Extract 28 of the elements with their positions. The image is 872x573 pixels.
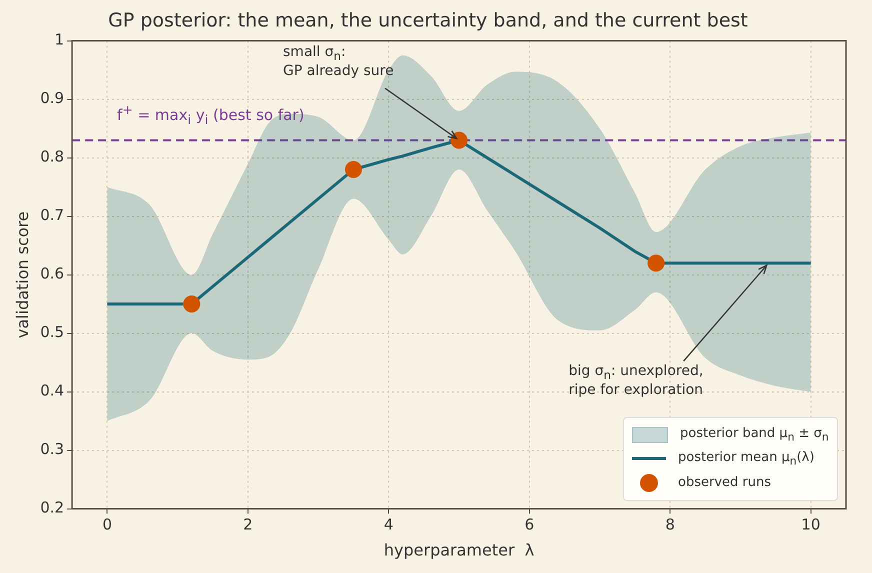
y-tick-label: 0.2: [40, 498, 64, 517]
x-axis-title: hyperparameter λ: [384, 540, 534, 560]
annotation: big σ$_{n}$: unexplored, ripe for exploration: [568, 363, 704, 399]
x-tick-label: 4: [384, 516, 394, 534]
y-tick-label: 0.9: [40, 89, 64, 108]
y-tick-label: 0.3: [40, 440, 64, 458]
legend-label: posterior mean μ$_{n}$(λ): [678, 450, 814, 468]
annotation: posterior band μ$_{n}$ ± σ$_{n}$: [680, 426, 829, 444]
y-tick-label: 0.5: [40, 323, 64, 342]
x-tick-label: 2: [243, 516, 253, 534]
y-axis-title: validation score: [12, 211, 32, 338]
point: [183, 296, 200, 313]
x-tick-label: 0: [102, 516, 112, 534]
chart-title: GP posterior: the mean, the uncertainty band, and the current best: [108, 9, 748, 32]
y-tick-label: 0.8: [40, 148, 64, 166]
annotation: small σ$_{n}$: GP already sure: [283, 44, 394, 80]
point: [450, 132, 468, 149]
x-tick-label: 8: [665, 516, 675, 534]
point: [344, 161, 362, 178]
y-tick-label: 0.7: [40, 206, 64, 224]
ref-line-label: f$^{+}$ = max$_{i}$ y$_{i}$ (best so far): [117, 102, 304, 128]
x-tick-label: 6: [524, 516, 534, 534]
y-tick-label: 0.6: [40, 264, 64, 283]
y-tick-label: 1: [54, 30, 64, 49]
point: [648, 254, 665, 272]
legend-label: observed runs: [678, 475, 771, 490]
x-tick-label: 10: [801, 516, 820, 534]
y-tick-label: 0.4: [40, 382, 64, 400]
